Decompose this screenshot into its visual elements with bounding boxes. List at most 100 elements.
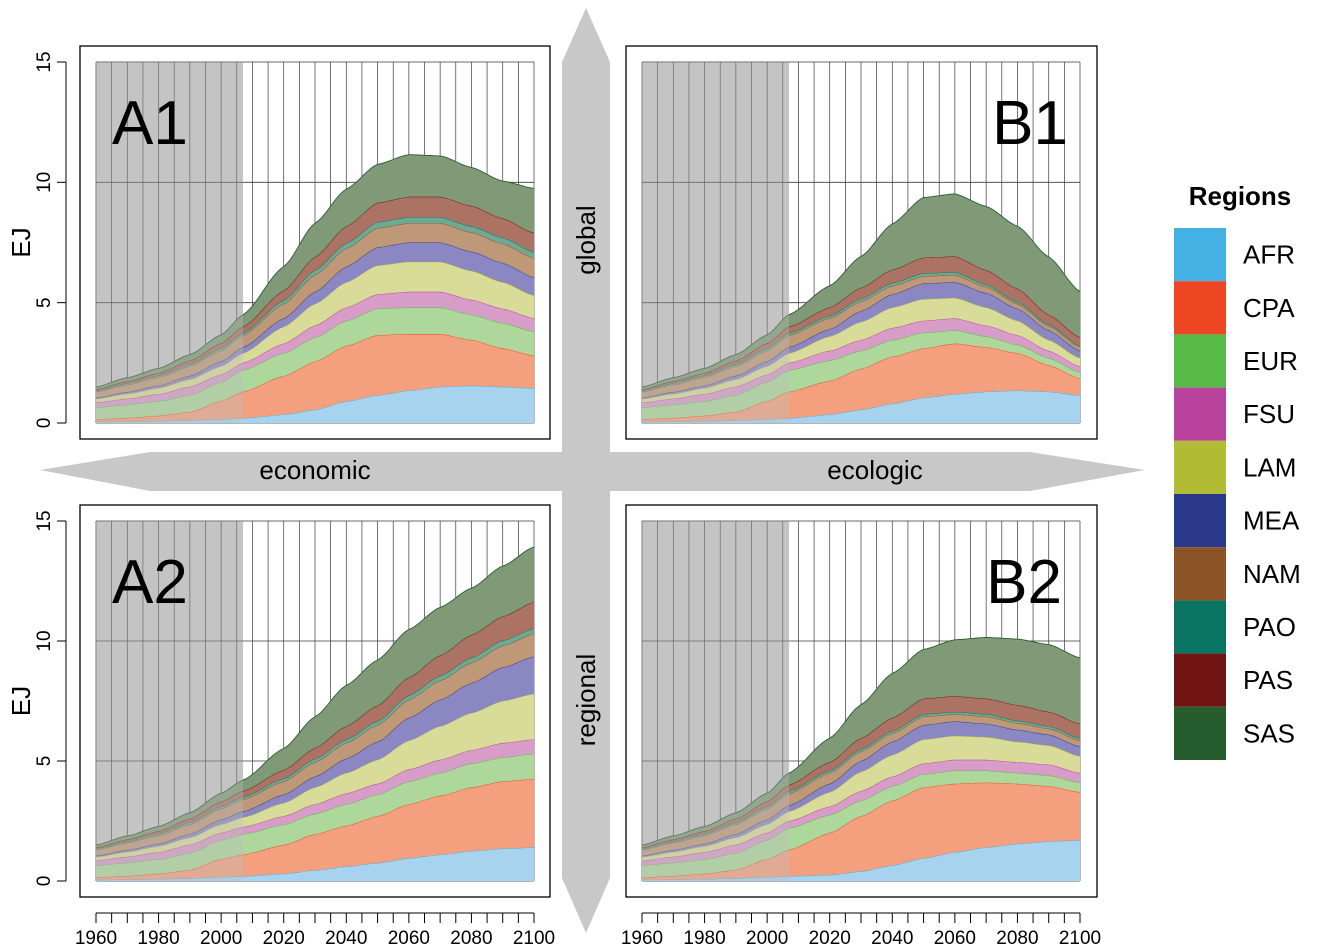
area-pao: [96, 628, 534, 850]
y-tick-label: 15: [34, 510, 55, 531]
vertical-arrow: [562, 8, 610, 933]
area-lam: [642, 297, 1080, 403]
area-afr: [96, 847, 534, 881]
area-sas: [642, 193, 1080, 390]
regions-legend: Regions AFR CPA EUR FSU LAM MEA NAM PAO PAS SAS: [1174, 181, 1301, 760]
legend-label-sas: SAS: [1243, 718, 1295, 748]
area-afr: [96, 385, 534, 423]
legend-title: Regions: [1189, 181, 1292, 211]
legend-swatch-afr: [1174, 228, 1226, 282]
area-cpa: [96, 334, 534, 422]
panel-label: A2: [112, 548, 188, 617]
area-pao: [642, 711, 1080, 850]
x-tick-label: 2060: [934, 928, 976, 949]
legend-swatch-pao: [1174, 600, 1226, 654]
area-cpa: [642, 782, 1080, 880]
area-mea: [96, 656, 534, 857]
legend-label-pao: PAO: [1243, 612, 1296, 642]
legend-swatch-mea: [1174, 494, 1226, 548]
area-nam: [96, 633, 534, 856]
area-pas: [96, 602, 534, 849]
area-cpa: [96, 779, 534, 880]
x-axis: 1960 1980 2000 2020 2040 2060 2080 2100: [75, 912, 555, 949]
legend-swatch-nam: [1174, 547, 1226, 601]
y-tick-label: 15: [34, 51, 55, 72]
legend-swatch-fsu: [1174, 387, 1226, 441]
area-pas: [96, 196, 534, 391]
y-tick-label: 10: [34, 172, 55, 193]
y-tick-label: 5: [34, 297, 55, 308]
area-afr: [642, 390, 1080, 423]
area-sas: [96, 154, 534, 390]
stacked-areas: [641, 193, 1081, 423]
x-tick-label: 2020: [263, 928, 305, 949]
y-axis: 0 5 10 15 EJ: [6, 510, 67, 886]
x-axis: 1960 1980 2000 2020 2040 2060 2080 2100: [621, 912, 1101, 949]
x-tick-label: 2040: [325, 928, 367, 949]
x-tick-label: 2000: [200, 928, 242, 949]
legend-swatch-lam: [1174, 440, 1226, 494]
arrow-label-ecologic: ecologic: [827, 455, 922, 485]
area-nam: [642, 275, 1080, 398]
panel-label: B2: [986, 548, 1062, 617]
area-pao: [96, 217, 534, 392]
x-tick-label: 1980: [137, 928, 179, 949]
arrow-label-regional: regional: [571, 654, 601, 747]
legend-label-cpa: CPA: [1243, 293, 1295, 323]
area-lam: [96, 693, 534, 861]
x-tick-label: 2060: [388, 928, 430, 949]
scenario-arrows: economic ecologic global regional: [40, 8, 1145, 933]
arrow-label-economic: economic: [259, 455, 370, 485]
legend-swatch-sas: [1174, 706, 1226, 760]
legend-label-afr: AFR: [1243, 240, 1295, 270]
x-tick-label: 2100: [513, 928, 555, 949]
area-fsu: [96, 739, 534, 866]
series-line-sas: [95, 154, 535, 388]
legend-label-pas: PAS: [1243, 665, 1293, 695]
historical-overlay: [642, 521, 790, 881]
series-line-sas: [641, 193, 1081, 388]
x-tick-label: 2100: [1059, 928, 1101, 949]
x-tick-label: 1960: [621, 928, 663, 949]
series-line-sas: [641, 636, 1081, 846]
y-axis: 0 5 10 15 EJ: [6, 51, 67, 429]
y-tick-label: 0: [34, 418, 55, 429]
legend-label-fsu: FSU: [1243, 399, 1295, 429]
legend-label-nam: NAM: [1243, 559, 1301, 589]
stacked-areas: [641, 636, 1081, 881]
x-tick-label: 2020: [809, 928, 851, 949]
area-eur: [96, 307, 534, 420]
legend-label-mea: MEA: [1243, 506, 1300, 536]
panel-label: B1: [992, 89, 1068, 158]
y-tick-label: 5: [34, 756, 55, 767]
legend-label-lam: LAM: [1243, 452, 1296, 482]
area-fsu: [642, 318, 1080, 408]
panel-label: A1: [112, 89, 188, 158]
panel-a2: A2 0 5 10 15 EJ 1960 1980 2000 2020 2040 2060 2080 21…: [6, 504, 555, 949]
x-tick-label: 2000: [746, 928, 788, 949]
x-tick-label: 2040: [871, 928, 913, 949]
panel-b1: B1: [625, 45, 1098, 440]
area-sas: [96, 546, 534, 848]
x-tick-label: 2080: [450, 928, 492, 949]
scenario-panels: A1 0 5 10 15 EJ B1 A2 0 5 10 15 EJ 1960 1980 2000 2020 20…: [6, 45, 1101, 949]
area-eur: [96, 753, 534, 878]
historical-overlay: [642, 62, 790, 423]
area-nam: [642, 714, 1080, 856]
area-eur: [642, 770, 1080, 878]
legend-swatch-pas: [1174, 653, 1226, 707]
historical-overlay: [96, 521, 244, 881]
y-axis-title: EJ: [6, 686, 36, 716]
area-sas: [642, 637, 1080, 848]
y-tick-label: 10: [34, 630, 55, 651]
area-eur: [642, 330, 1080, 420]
series-line-sas: [95, 546, 535, 846]
x-tick-label: 1980: [683, 928, 725, 949]
arrow-label-global: global: [571, 205, 601, 274]
y-axis-title: EJ: [6, 227, 36, 257]
legend-swatch-cpa: [1174, 281, 1226, 335]
x-tick-label: 1960: [75, 928, 117, 949]
area-nam: [96, 223, 534, 398]
area-lam: [642, 735, 1080, 861]
